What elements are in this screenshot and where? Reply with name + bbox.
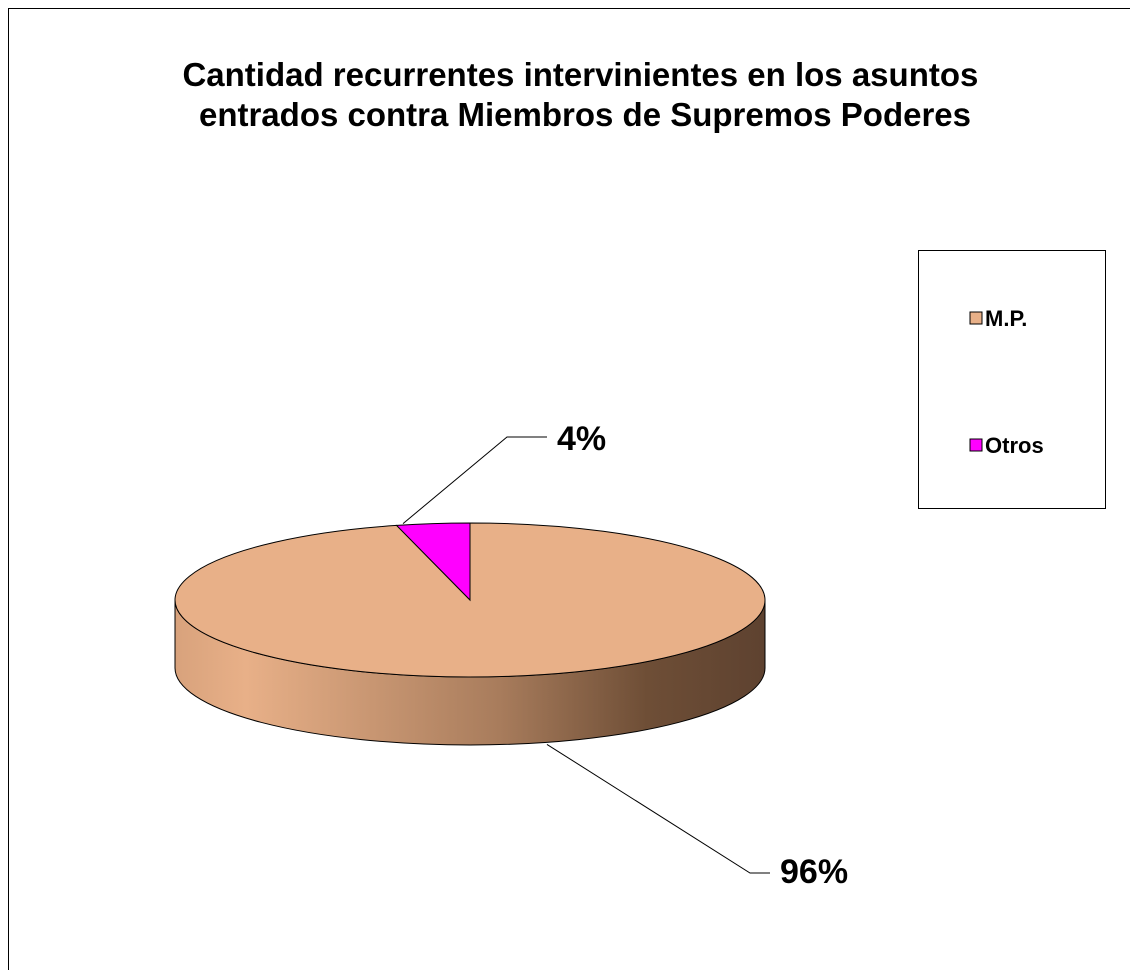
- chart-title: Cantidad recurrentes intervinientes en l…: [182, 56, 987, 133]
- legend-label: Otros: [985, 433, 1044, 458]
- data-label: 4%: [557, 420, 606, 458]
- legend-swatch: [969, 311, 983, 325]
- leader-line: [402, 436, 547, 524]
- data-label: 96%: [780, 853, 848, 891]
- leader-line: [546, 743, 770, 874]
- pie-slice: [395, 522, 471, 602]
- legend-box: [918, 250, 1106, 509]
- legend-swatch: [969, 438, 983, 452]
- legend-label: M.P.: [985, 306, 1027, 331]
